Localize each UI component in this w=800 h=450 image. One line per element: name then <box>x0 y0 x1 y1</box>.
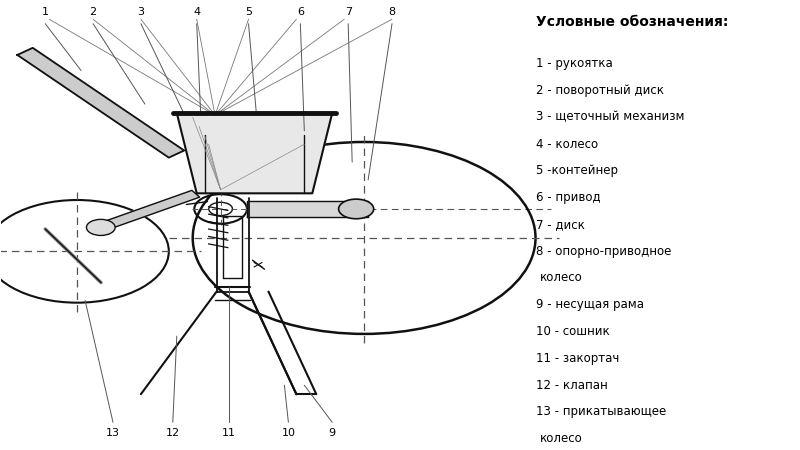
Text: 8: 8 <box>389 7 395 17</box>
Text: 2: 2 <box>90 7 97 17</box>
Text: 3: 3 <box>138 7 145 17</box>
Text: 6: 6 <box>297 7 304 17</box>
Polygon shape <box>18 48 184 158</box>
Text: 11 - закортач: 11 - закортач <box>535 352 619 365</box>
Text: 8 - опорно-приводное: 8 - опорно-приводное <box>535 245 671 258</box>
Polygon shape <box>247 201 368 217</box>
Text: Условные обозначения:: Условные обозначения: <box>535 15 728 29</box>
Text: 1: 1 <box>42 7 49 17</box>
Text: 7 - диск: 7 - диск <box>535 218 585 231</box>
Polygon shape <box>177 113 332 194</box>
Text: колесо: колесо <box>539 432 582 445</box>
Text: 5 -контейнер: 5 -контейнер <box>535 164 618 177</box>
Text: 12: 12 <box>166 428 180 438</box>
Text: 9: 9 <box>329 428 336 438</box>
Text: колесо: колесо <box>539 271 582 284</box>
Text: 13: 13 <box>106 428 120 438</box>
Text: 10: 10 <box>282 428 295 438</box>
Text: 13 - прикатывающее: 13 - прикатывающее <box>535 405 666 418</box>
Text: 12 - клапан: 12 - клапан <box>535 378 607 392</box>
Text: 7: 7 <box>345 7 352 17</box>
Text: 9 - несущая рама: 9 - несущая рама <box>535 298 643 311</box>
Text: 6 - привод: 6 - привод <box>535 191 600 204</box>
Text: 1 - рукоятка: 1 - рукоятка <box>535 57 612 70</box>
Text: 4 - колесо: 4 - колесо <box>535 138 598 151</box>
Text: 11: 11 <box>222 428 235 438</box>
Circle shape <box>338 199 374 219</box>
Text: 4: 4 <box>193 7 200 17</box>
Text: 10 - сошник: 10 - сошник <box>535 325 610 338</box>
Text: 3 - щеточный механизм: 3 - щеточный механизм <box>535 111 684 124</box>
Polygon shape <box>97 190 199 231</box>
Text: 2 - поворотный диск: 2 - поворотный диск <box>535 84 663 97</box>
Text: 5: 5 <box>245 7 252 17</box>
Circle shape <box>86 220 115 235</box>
